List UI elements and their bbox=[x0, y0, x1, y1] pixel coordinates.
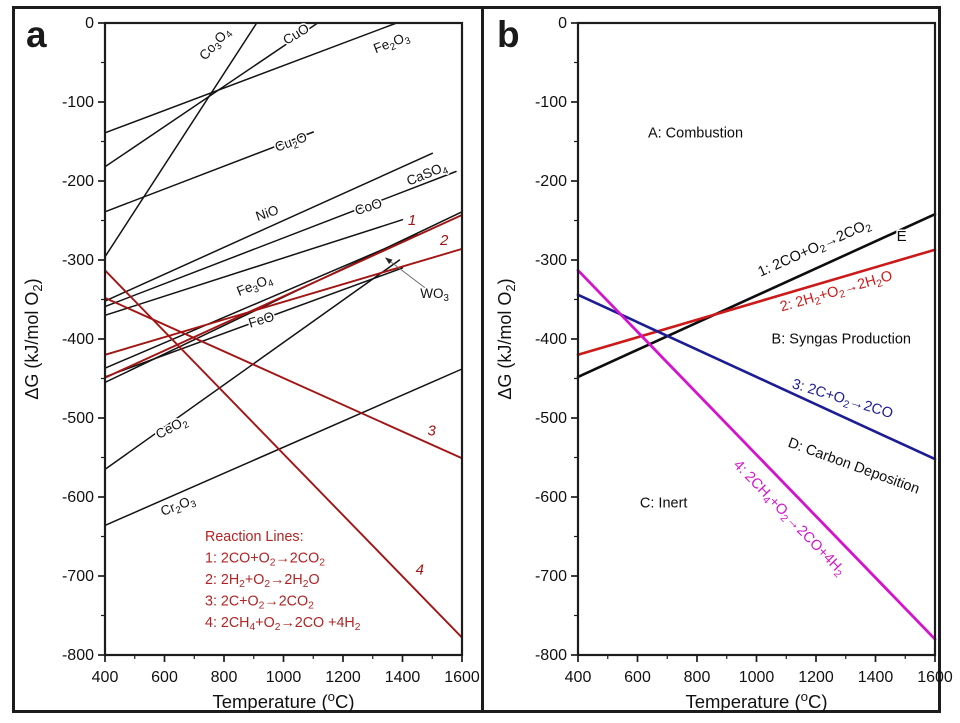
x-tick-label: 1400 bbox=[385, 669, 421, 686]
series-line-reaction-2 bbox=[104, 247, 463, 356]
y-tick-label: -300 bbox=[62, 252, 94, 269]
legend-item: 3: 2C+O2→2CO2 bbox=[205, 594, 314, 612]
y-tick-label: -700 bbox=[62, 568, 94, 585]
series-line-reaction-1 bbox=[104, 214, 463, 379]
y-tick-label: -600 bbox=[62, 489, 94, 506]
x-tick-label: 800 bbox=[211, 669, 238, 686]
x-axis-title: Temperature (oC) bbox=[685, 689, 827, 712]
legend-item: Reaction Lines: bbox=[205, 529, 304, 545]
y-tick-label: -400 bbox=[62, 331, 94, 348]
chart-label: CuO bbox=[280, 21, 312, 48]
x-axis-title: Temperature (oC) bbox=[212, 689, 354, 712]
y-tick-label: -800 bbox=[535, 647, 567, 664]
panel-divider bbox=[481, 6, 484, 713]
chart-label: A: Combustion bbox=[648, 126, 743, 142]
panel-a-letter: a bbox=[26, 14, 47, 55]
series-line-reaction-4 bbox=[104, 269, 463, 639]
series-line-NiO bbox=[104, 170, 457, 308]
series-line-CoO bbox=[104, 218, 404, 317]
y-tick-label: 0 bbox=[558, 15, 567, 32]
annotation-arrowhead-icon bbox=[385, 257, 393, 265]
x-tick-label: 1600 bbox=[917, 669, 953, 686]
series-line-Co3O4 bbox=[104, 22, 258, 258]
legend-item: 4: 2CH4+O2→2CO +4H2 bbox=[205, 615, 361, 633]
legend-item: 2: 2H2+O2→2H2O bbox=[205, 572, 320, 590]
x-tick-label: 1200 bbox=[325, 669, 361, 686]
y-tick-label: -100 bbox=[62, 94, 94, 111]
series-line-reaction-3 bbox=[104, 296, 463, 460]
series-line-carbon-to-CO bbox=[576, 293, 937, 461]
chart-label: WO3 bbox=[420, 286, 449, 304]
y-tick-label: -200 bbox=[62, 173, 94, 190]
series-line-Cu2O bbox=[104, 131, 315, 213]
series-line-combustion-H2 bbox=[576, 248, 937, 357]
chart-label: C: Inert bbox=[640, 495, 688, 511]
y-tick-label: -400 bbox=[535, 331, 567, 348]
chart-label: 2 bbox=[439, 232, 449, 249]
chart-label: CeO2 bbox=[153, 413, 191, 444]
x-tick-label: 400 bbox=[92, 669, 119, 686]
panel-a-chart: 400 600 800 1000 1200 1400 1600 0 -100 -200 -300 -4… bbox=[22, 15, 480, 712]
x-tick-label: 1000 bbox=[266, 669, 302, 686]
series-line-Fe3O4 bbox=[104, 233, 419, 369]
x-tick-label: 1400 bbox=[858, 669, 894, 686]
figure-border bbox=[12, 6, 941, 713]
chart-label: Fe2O3 bbox=[371, 29, 412, 59]
legend-item: 1: 2CO+O2→2CO2 bbox=[205, 551, 325, 569]
x-tick-label: 600 bbox=[624, 669, 651, 686]
y-tick-label: -700 bbox=[535, 568, 567, 585]
x-tick-label: 800 bbox=[684, 669, 711, 686]
chart-label: 4: 2CH4+O2→2CO+4H2 bbox=[728, 457, 848, 580]
y-axis-title: ΔG (kJ/mol O2) bbox=[495, 278, 518, 399]
series-line-combustion-CO bbox=[576, 212, 937, 379]
chart-label: 3 bbox=[427, 422, 436, 439]
series-line-FeO bbox=[104, 267, 404, 378]
x-tick-label: 400 bbox=[565, 669, 592, 686]
series-line-Fe2O3 bbox=[104, 22, 398, 134]
chart-label: Cr2O3 bbox=[158, 492, 198, 522]
series-line-Cr2O3 bbox=[104, 368, 463, 527]
y-tick-label: -800 bbox=[62, 647, 94, 664]
chart-label: CoO bbox=[353, 195, 384, 218]
chart-label: FeO bbox=[247, 309, 277, 331]
y-tick-label: -300 bbox=[535, 252, 567, 269]
x-tick-label: 600 bbox=[151, 669, 178, 686]
chart-label: 2: 2H2+O2→2H2O bbox=[778, 268, 895, 317]
chart-label: E bbox=[897, 228, 907, 245]
chart-label: 4 bbox=[416, 561, 424, 578]
chart-label: NiO bbox=[254, 202, 281, 224]
series-line-methane-syngas bbox=[576, 268, 937, 641]
y-tick-label: -500 bbox=[62, 410, 94, 427]
panel-b-letter: b bbox=[497, 14, 520, 55]
y-tick-label: -500 bbox=[535, 410, 567, 427]
series-line-CaSO4 bbox=[104, 152, 434, 302]
y-axis-title: ΔG (kJ/mol O2) bbox=[22, 278, 45, 399]
y-tick-label: -200 bbox=[535, 173, 567, 190]
x-tick-label: 1200 bbox=[798, 669, 834, 686]
panel-b-chart: 400 600 800 1000 1200 1400 1600 0 -100 -200 -300 -4… bbox=[495, 15, 953, 712]
x-tick-label: 1600 bbox=[444, 669, 480, 686]
chart-label: Co3O4 bbox=[196, 24, 236, 65]
x-tick-label: 1000 bbox=[739, 669, 775, 686]
annotation-arrow-line bbox=[384, 257, 428, 290]
chart-label: Cu2O bbox=[273, 129, 310, 157]
y-tick-label: -100 bbox=[535, 94, 567, 111]
y-tick-label: 0 bbox=[85, 15, 94, 32]
chart-label: B: Syngas Production bbox=[772, 332, 911, 348]
series-line-CuO bbox=[104, 22, 319, 168]
chart-label: 1 bbox=[408, 212, 416, 229]
y-tick-label: -600 bbox=[535, 489, 567, 506]
